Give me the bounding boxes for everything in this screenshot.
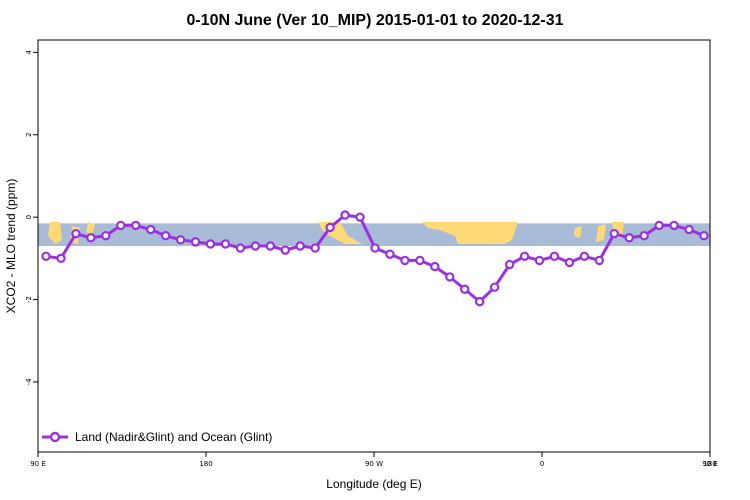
land-patch xyxy=(86,222,95,236)
data-point xyxy=(519,251,530,261)
data-point xyxy=(280,245,290,255)
data-point xyxy=(624,233,634,243)
legend: Land (Nadir&Glint) and Ocean (Glint) xyxy=(42,430,272,444)
data-point xyxy=(131,220,141,231)
y-tick-label: -4 xyxy=(25,378,33,386)
land-patch xyxy=(48,222,62,244)
data-point xyxy=(220,239,231,249)
x-tick-label: 180 xyxy=(199,460,212,468)
x-tick-label: 90 E xyxy=(702,460,718,468)
data-point xyxy=(654,220,664,231)
data-point xyxy=(145,224,156,235)
chart-title: 0-10N June (Ver 10_MIP) 2015-01-01 to 20… xyxy=(186,12,563,29)
land-patch xyxy=(574,226,582,238)
data-point xyxy=(205,239,216,249)
data-point xyxy=(101,230,111,241)
land-patch xyxy=(422,222,518,244)
data-point xyxy=(310,243,320,253)
x-tick-label: 180 xyxy=(703,460,716,468)
x-axis-label: Longitude (deg E) xyxy=(326,477,421,491)
data-point xyxy=(235,243,246,253)
legend-marker xyxy=(49,431,61,443)
data-point xyxy=(355,212,365,222)
y-axis: 4 2 0 -2 -4 xyxy=(25,50,38,386)
data-point xyxy=(86,233,96,243)
data-point xyxy=(474,296,485,307)
data-point xyxy=(250,241,261,251)
data-point xyxy=(564,257,575,268)
data-point xyxy=(340,210,350,220)
data-point xyxy=(430,261,440,272)
y-tick-label: 2 xyxy=(25,133,33,137)
y-axis-label: XCO2 - MLO trend (ppm) xyxy=(4,179,18,314)
data-point xyxy=(699,230,709,241)
data-point xyxy=(415,255,425,266)
data-point xyxy=(400,255,410,266)
data-point xyxy=(489,282,500,292)
data-point xyxy=(594,255,605,266)
series-group xyxy=(41,210,709,307)
data-point xyxy=(160,230,171,241)
data-point xyxy=(609,228,619,239)
data-point xyxy=(549,251,560,261)
data-point xyxy=(295,241,305,251)
y-tick-label: -2 xyxy=(25,296,33,303)
data-point xyxy=(504,259,515,270)
y-tick-label: 4 xyxy=(25,50,33,55)
data-point xyxy=(534,255,545,266)
data-point xyxy=(385,249,395,259)
data-point xyxy=(265,241,276,251)
data-point xyxy=(579,251,590,261)
data-point xyxy=(71,228,81,239)
data-point xyxy=(175,235,186,245)
land-patch xyxy=(596,224,606,242)
data-point xyxy=(41,251,51,261)
data-point xyxy=(460,284,470,294)
y-tick-label: 0 xyxy=(25,215,33,219)
x-tick-label: 0 xyxy=(540,460,544,468)
data-point xyxy=(669,220,679,231)
data-point xyxy=(639,230,649,241)
data-point xyxy=(445,272,455,282)
data-point xyxy=(370,243,380,253)
legend-label: Land (Nadir&Glint) and Ocean (Glint) xyxy=(75,430,272,444)
data-point xyxy=(56,253,66,264)
data-point xyxy=(325,222,335,233)
data-point xyxy=(116,220,126,231)
x-tick-label: 90 W xyxy=(365,460,383,468)
data-point xyxy=(684,224,694,235)
x-tick-label: 90 E xyxy=(30,460,46,468)
data-point xyxy=(190,237,201,247)
ocean-band xyxy=(38,223,710,246)
